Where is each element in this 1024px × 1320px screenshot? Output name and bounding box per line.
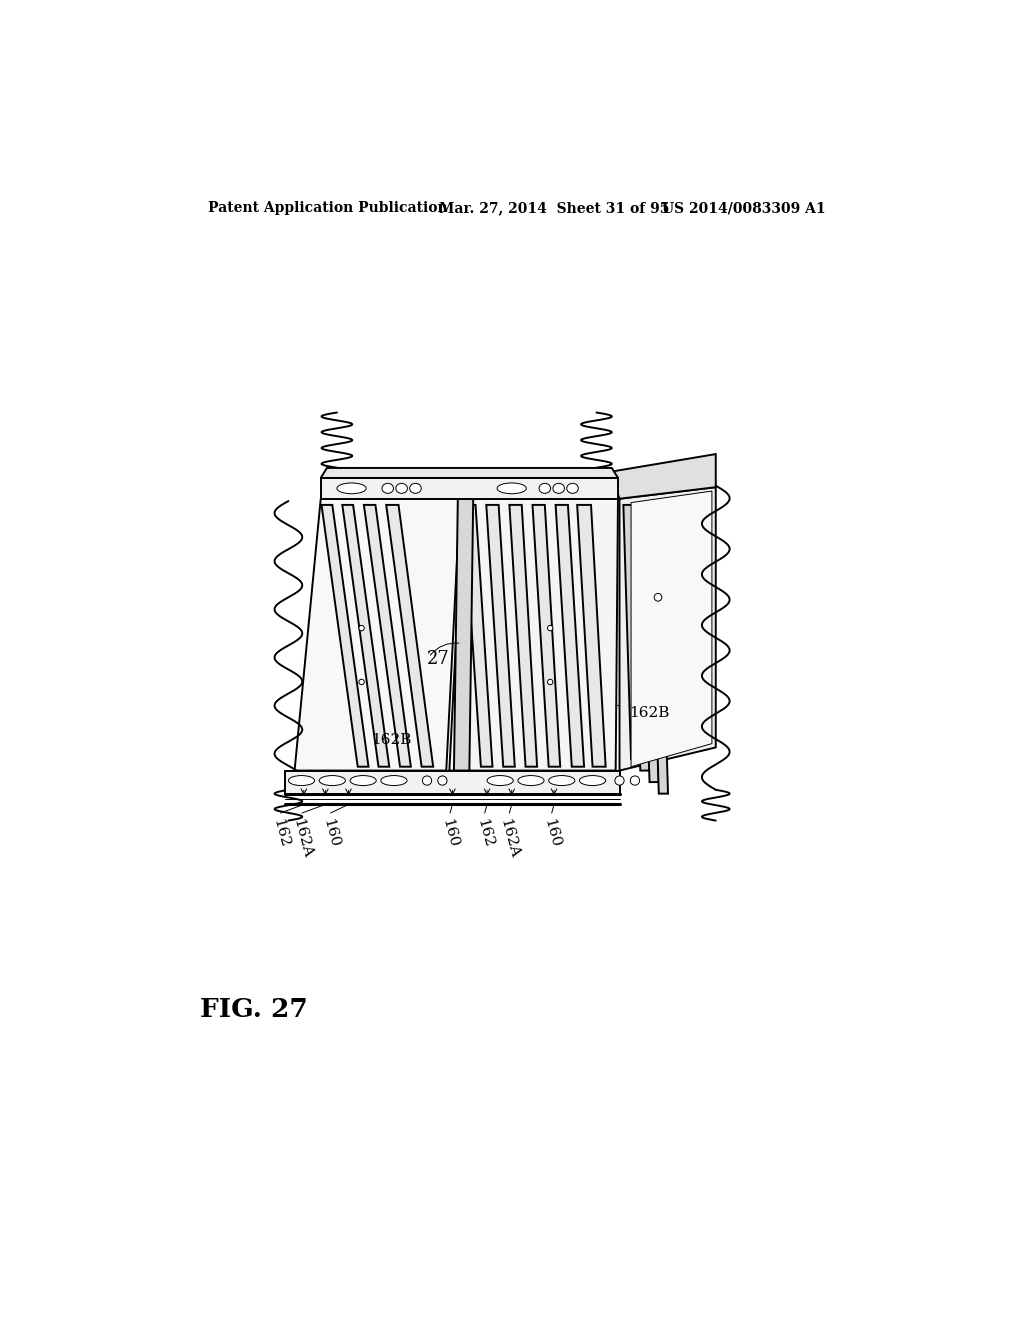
Ellipse shape: [549, 776, 574, 785]
Text: 162B: 162B: [630, 706, 670, 719]
Ellipse shape: [381, 776, 407, 785]
Ellipse shape: [410, 483, 421, 494]
Ellipse shape: [396, 483, 408, 494]
Ellipse shape: [518, 776, 544, 785]
Ellipse shape: [539, 483, 551, 494]
Text: US 2014/0083309 A1: US 2014/0083309 A1: [662, 202, 825, 215]
Polygon shape: [321, 478, 617, 499]
Ellipse shape: [497, 483, 526, 494]
Circle shape: [358, 626, 365, 631]
Polygon shape: [486, 506, 515, 767]
Text: 162: 162: [270, 817, 291, 849]
Polygon shape: [578, 506, 605, 767]
Polygon shape: [454, 499, 473, 771]
Ellipse shape: [566, 483, 579, 494]
Ellipse shape: [337, 483, 367, 494]
Polygon shape: [642, 528, 658, 781]
Polygon shape: [624, 506, 640, 759]
Polygon shape: [285, 771, 620, 793]
Circle shape: [422, 776, 432, 785]
Circle shape: [631, 776, 640, 785]
Polygon shape: [463, 506, 493, 767]
Text: FIG. 27: FIG. 27: [200, 997, 307, 1022]
Polygon shape: [364, 506, 411, 767]
Circle shape: [358, 680, 365, 685]
Circle shape: [548, 680, 553, 685]
Text: 162B: 162B: [372, 733, 412, 747]
Polygon shape: [651, 540, 668, 793]
Polygon shape: [342, 506, 389, 767]
Ellipse shape: [350, 776, 376, 785]
Polygon shape: [386, 506, 433, 767]
Text: 27: 27: [427, 649, 450, 668]
Polygon shape: [509, 506, 538, 767]
Polygon shape: [620, 487, 716, 771]
Circle shape: [438, 776, 447, 785]
Ellipse shape: [487, 776, 513, 785]
Polygon shape: [450, 499, 617, 771]
Circle shape: [654, 594, 662, 601]
Polygon shape: [610, 454, 716, 499]
Ellipse shape: [382, 483, 393, 494]
Polygon shape: [322, 506, 369, 767]
Ellipse shape: [319, 776, 345, 785]
Polygon shape: [321, 469, 617, 478]
Polygon shape: [532, 506, 560, 767]
Polygon shape: [633, 516, 649, 771]
Polygon shape: [631, 491, 712, 767]
Ellipse shape: [580, 776, 605, 785]
Polygon shape: [556, 506, 584, 767]
Text: Patent Application Publication: Patent Application Publication: [208, 202, 447, 215]
Text: 162: 162: [474, 817, 496, 849]
Circle shape: [614, 776, 625, 785]
Ellipse shape: [289, 776, 314, 785]
Text: 160: 160: [321, 817, 341, 849]
Text: 162A: 162A: [498, 817, 521, 859]
Text: Mar. 27, 2014  Sheet 31 of 95: Mar. 27, 2014 Sheet 31 of 95: [438, 202, 669, 215]
Text: 160: 160: [439, 817, 461, 849]
Ellipse shape: [553, 483, 564, 494]
Text: 160: 160: [542, 817, 562, 849]
Text: 162A: 162A: [290, 817, 314, 859]
Circle shape: [548, 626, 553, 631]
Polygon shape: [295, 499, 460, 771]
